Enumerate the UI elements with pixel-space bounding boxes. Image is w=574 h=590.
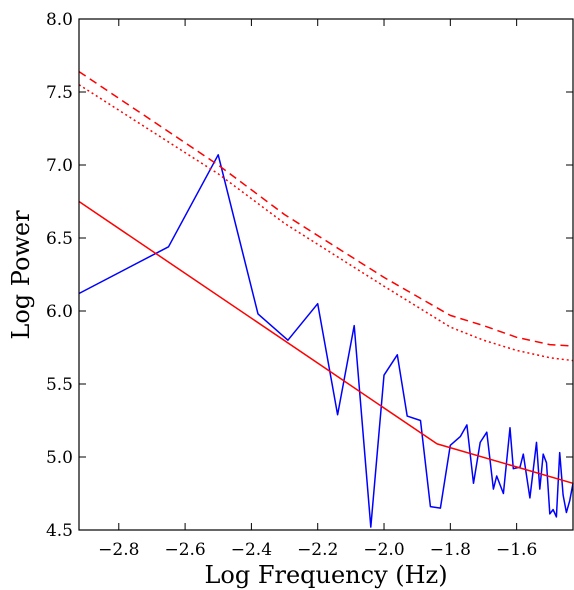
x-axis-ticks: −2.8 −2.6 −2.4 −2.2 −2.0 −1.8 −1.6 <box>98 19 537 560</box>
y-tick-label: 5.0 <box>46 448 73 468</box>
x-tick-label: −2.0 <box>363 540 404 560</box>
x-tick-label: −1.8 <box>430 540 471 560</box>
y-tick-label: 7.0 <box>46 156 73 176</box>
series-line-1-solid <box>78 154 574 528</box>
y-tick-label: 7.5 <box>46 83 73 103</box>
x-tick-label: −2.6 <box>164 540 205 560</box>
y-tick-label: 6.0 <box>46 302 73 322</box>
x-axis-label: Log Frequency (Hz) <box>204 561 447 589</box>
y-tick-label: 4.5 <box>46 521 73 541</box>
plot-frame <box>78 18 574 531</box>
y-axis-ticks: 4.5 5.0 5.5 6.0 6.5 7.0 7.5 8.0 <box>46 10 573 541</box>
y-axis-label: Log Power <box>7 210 35 340</box>
series-line-3-dashed <box>78 70 574 347</box>
y-tick-label: 6.5 <box>46 229 73 249</box>
x-tick-label: −2.8 <box>98 540 139 560</box>
series-line-2-solid <box>78 200 574 485</box>
x-tick-label: −2.2 <box>297 540 338 560</box>
series-line-4-dotted <box>78 84 574 362</box>
x-tick-label: −1.6 <box>496 540 537 560</box>
x-tick-label: −2.4 <box>231 540 272 560</box>
plot-lines <box>78 70 574 528</box>
y-tick-label: 5.5 <box>46 375 73 395</box>
y-tick-label: 8.0 <box>46 10 73 30</box>
